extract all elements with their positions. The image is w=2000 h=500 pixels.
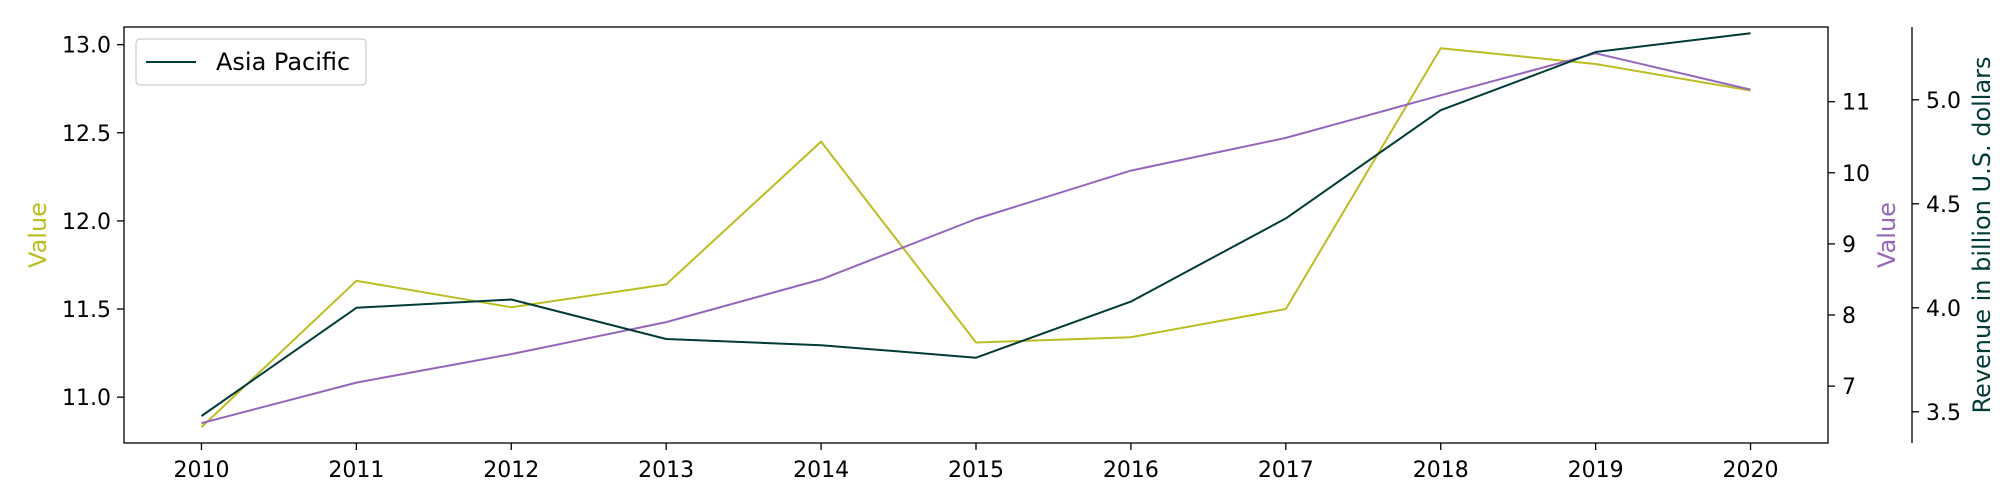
outer-y-tick-label: 3.5 [1926, 401, 1961, 426]
outer-y-tick-label: 4.0 [1926, 297, 1961, 322]
outer-y-tick-label: 5.0 [1926, 89, 1961, 114]
left-axis-title: Value [24, 202, 52, 268]
x-tick-label: 2011 [328, 458, 384, 483]
x-tick-label: 2010 [173, 458, 229, 483]
x-tick-label: 2017 [1258, 458, 1314, 483]
right-y-tick-label: 9 [1842, 233, 1856, 258]
right-axis-title: Value [1873, 202, 1901, 268]
series-line-right [201, 52, 1751, 425]
left-y-tick-label: 12.5 [62, 122, 111, 147]
x-tick-label: 2018 [1413, 458, 1469, 483]
series-line-left [200, 47, 1751, 428]
right-y-tick-label: 7 [1842, 375, 1856, 400]
x-tick-label: 2019 [1568, 458, 1624, 483]
right-y-tick-label: 11 [1842, 91, 1870, 116]
left-y-tick-label: 11.5 [62, 298, 111, 323]
legend-box [135, 38, 367, 86]
left-y-tick-label: 12.0 [62, 210, 111, 235]
legend: Asia Pacific [135, 38, 367, 86]
series-layer [200, 32, 1751, 428]
x-tick-label: 2020 [1723, 458, 1779, 483]
left-y-axis: 11.0 11.5 12.0 12.5 13.0 [62, 34, 124, 411]
right-y-axis: 7 8 9 10 11 [1828, 91, 1870, 400]
outer-axis-title: Revenue in billion U.S. dollars [1968, 56, 1996, 413]
right-y-tick-label: 8 [1842, 304, 1856, 329]
outer-right-y-axis: 3.5 4.0 4.5 5.0 [1911, 27, 1961, 443]
x-axis: 2010 2011 2012 2013 2014 2015 2016 2017 2018 2019… [173, 443, 1779, 483]
left-y-tick-label: 11.0 [62, 386, 111, 411]
outer-y-tick-label: 4.5 [1926, 193, 1961, 218]
x-tick-label: 2013 [638, 458, 694, 483]
x-tick-label: 2016 [1103, 458, 1159, 483]
series-line-asia-pacific [200, 32, 1751, 417]
x-tick-label: 2012 [483, 458, 539, 483]
x-tick-label: 2015 [948, 458, 1004, 483]
legend-label-asia-pacific: Asia Pacific [216, 48, 350, 76]
left-y-tick-label: 13.0 [62, 34, 111, 59]
plot-frame [123, 26, 1829, 444]
right-y-tick-label: 10 [1842, 162, 1870, 187]
x-tick-label: 2014 [793, 458, 849, 483]
